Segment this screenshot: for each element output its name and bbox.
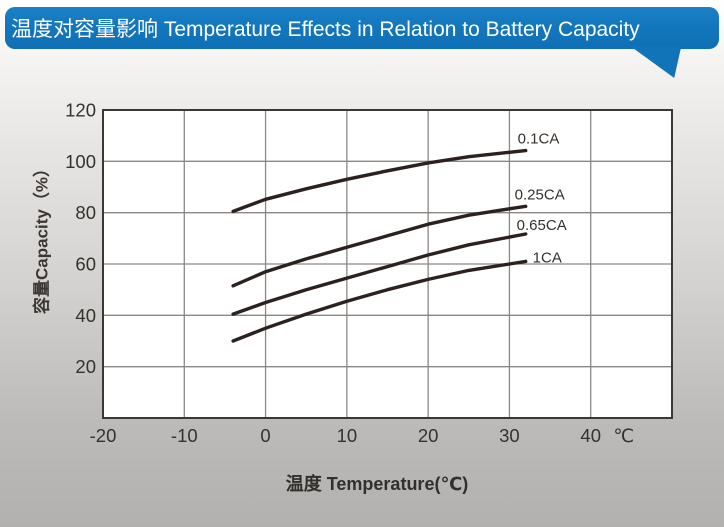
series-label: 0.65CA [517, 217, 567, 234]
series-label: 0.1CA [518, 131, 560, 148]
y-tick-label: 40 [75, 305, 96, 326]
series-curve-1CA [231, 259, 528, 343]
x-tick-label: 20 [418, 425, 439, 446]
banner-title: 温度对容量影响 Temperature Effects in Relation … [11, 18, 640, 41]
x-tick-label: -10 [171, 425, 198, 446]
x-axis-title: 温度 Temperature(℃) [285, 474, 469, 494]
series-curve-0.1CA [231, 148, 528, 214]
y-tick-label: 80 [75, 202, 96, 223]
y-tick-label: 100 [65, 151, 96, 172]
x-tick-label: 0 [260, 425, 270, 446]
y-tick-label: 120 [65, 100, 96, 121]
x-tick-label: 30 [499, 425, 520, 446]
x-tick-label: 40 [580, 425, 601, 446]
y-tick-label: 20 [75, 356, 96, 377]
plot-frame [102, 109, 673, 419]
x-axis-unit-label: ℃ [613, 425, 634, 446]
title-banner: 温度对容量影响 Temperature Effects in Relation … [5, 7, 719, 49]
series-label: 0.25CA [515, 186, 565, 203]
series-curve-0.25CA [231, 204, 528, 288]
y-axis-title: 容量Capacity（%） [32, 160, 52, 314]
x-tick-label: -20 [90, 425, 117, 446]
x-tick-label: 10 [337, 425, 358, 446]
y-tick-label: 60 [75, 254, 96, 275]
series-label: 1CA [533, 249, 562, 266]
series-curve-0.65CA [231, 232, 528, 316]
